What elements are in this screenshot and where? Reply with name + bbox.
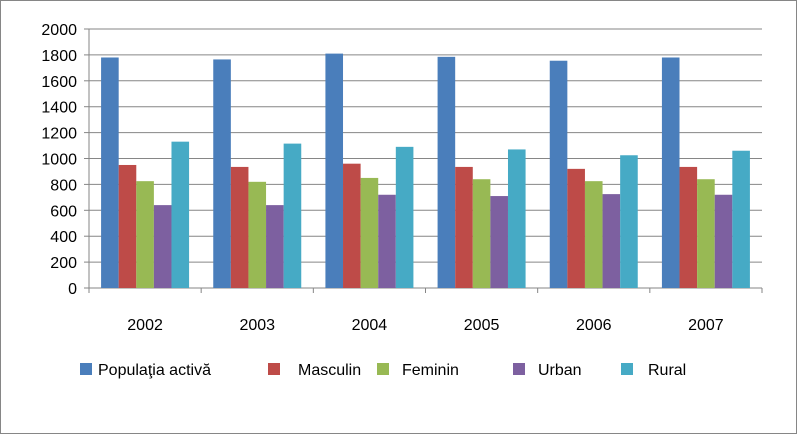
bar-2004-2	[360, 177, 379, 288]
bar-2005-1	[455, 166, 473, 288]
y-tick-label: 1000	[41, 152, 77, 169]
x-tick-label: 2004	[352, 317, 388, 334]
bar-2004-0	[325, 53, 344, 289]
y-tick-labels: 0 200 400 600 800 1000 1200 1400 1600 1800 2000	[41, 22, 77, 298]
y-tick-label: 0	[68, 281, 77, 298]
y-tick-label: 200	[50, 255, 77, 272]
legend-label: Populaţia activă	[98, 362, 211, 379]
bar-2005-0	[437, 56, 456, 288]
legend-swatch	[513, 363, 525, 375]
gridlines	[89, 28, 762, 289]
bar-2007-0	[661, 57, 680, 288]
bar-2003-4	[283, 143, 302, 288]
legend-label: Masculin	[298, 362, 361, 379]
bar-2005-3	[490, 196, 508, 288]
y-tick-label: 1400	[41, 100, 77, 117]
legend-label: Feminin	[402, 362, 459, 379]
bar-2006-0	[549, 60, 568, 288]
legend: Populaţia activă Masculin Feminin Urban Rura…	[80, 362, 686, 379]
bar-2006-4	[620, 155, 638, 288]
x-tick-labels: 2002 2003 2004 2005 2006 2007	[127, 317, 724, 334]
x-tick-label: 2002	[127, 317, 163, 334]
y-tick-label: 2000	[41, 22, 77, 39]
bar-2002-0	[101, 57, 119, 288]
bar-2002-2	[136, 181, 154, 288]
bar-2003-2	[248, 181, 267, 288]
y-tick-label: 1600	[41, 74, 77, 91]
bar-2003-0	[213, 59, 231, 289]
bar-2004-1	[343, 163, 361, 288]
axes	[84, 28, 763, 293]
bar-2002-1	[118, 164, 137, 288]
bar-2006-3	[602, 194, 621, 288]
x-tick-label: 2005	[464, 317, 500, 334]
bar-2004-3	[378, 194, 396, 288]
y-tick-label: 1800	[41, 48, 77, 65]
bar-2007-4	[732, 150, 750, 288]
y-tick-label: 800	[50, 177, 77, 194]
y-tick-label: 600	[50, 203, 77, 220]
bar-2005-4	[507, 149, 526, 288]
x-tick-label: 2007	[688, 317, 724, 334]
legend-label: Urban	[538, 362, 582, 379]
legend-swatch	[377, 363, 389, 375]
bar-2003-1	[230, 166, 249, 288]
legend-swatch	[80, 363, 92, 375]
bar-2002-4	[171, 141, 190, 288]
x-tick-label: 2003	[239, 317, 275, 334]
y-tick-label: 1200	[41, 126, 77, 143]
bar-2002-3	[153, 205, 172, 288]
bars	[101, 53, 750, 289]
bar-2007-3	[714, 194, 733, 288]
legend-swatch	[268, 363, 280, 375]
bar-2003-3	[266, 205, 284, 288]
y-tick-label: 400	[50, 229, 77, 246]
bar-2007-1	[679, 166, 698, 288]
legend-label: Rural	[648, 362, 686, 379]
x-tick-label: 2006	[576, 317, 612, 334]
bar-2006-2	[584, 181, 603, 288]
bar-2004-4	[395, 146, 414, 288]
bar-2006-1	[567, 168, 585, 288]
bar-2005-2	[472, 179, 491, 288]
legend-swatch	[621, 363, 633, 375]
bar-2007-2	[697, 179, 715, 288]
